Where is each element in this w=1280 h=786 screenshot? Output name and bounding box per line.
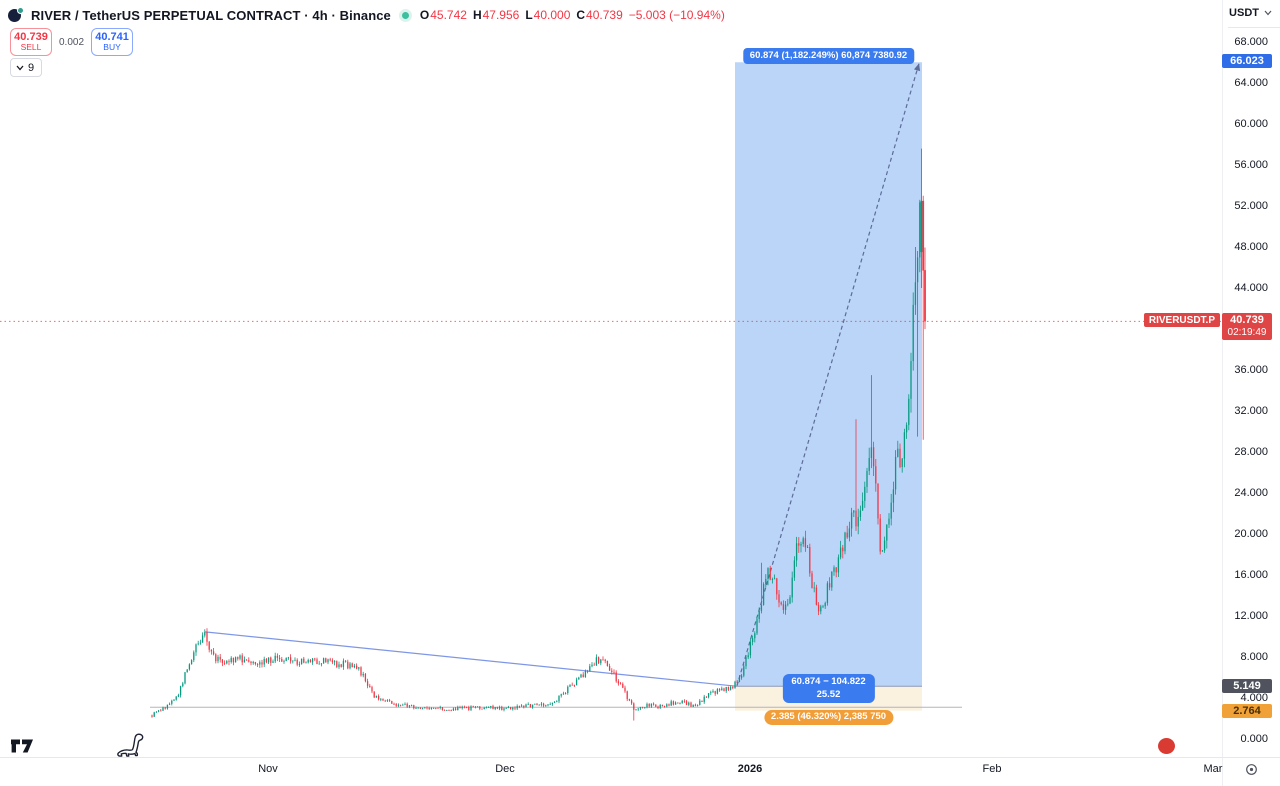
low-label: L [525, 8, 533, 22]
price-tick: 64.000 [1234, 77, 1268, 89]
price-tick: 28.000 [1234, 446, 1268, 458]
sell-label: SELL [20, 42, 42, 53]
position-ratio-pill[interactable]: 60.874 − 104.822 25.52 [782, 674, 875, 703]
price-tick: 44.000 [1234, 282, 1268, 294]
object-count: 9 [28, 61, 35, 74]
buy-price: 40.741 [95, 30, 129, 43]
trade-buttons: 40.739 SELL 0.002 40.741 BUY [10, 28, 134, 56]
position-risk-pill[interactable]: 2.385 (46.320%) 2,385 750 [763, 709, 894, 725]
position-range: 60.874 − 104.822 [791, 676, 866, 688]
close-value: 40.739 [586, 8, 623, 22]
price-tick: 36.000 [1234, 364, 1268, 376]
ohlc-legend: O45.742 H47.956 L40.000 C40.739 −5.003 (… [420, 8, 725, 22]
price-tick: 24.000 [1234, 487, 1268, 499]
price-tick: 48.000 [1234, 241, 1268, 253]
stop-price-label: 2.764 [1222, 703, 1272, 718]
time-tick: Feb [982, 763, 1002, 775]
price-tick: 32.000 [1234, 405, 1268, 417]
currency-label: USDT [1229, 7, 1259, 19]
price-tick: 56.000 [1234, 159, 1268, 171]
price-tick: 12.000 [1234, 610, 1268, 622]
price-axis-separator [1222, 0, 1223, 786]
chevron-down-icon [1264, 10, 1272, 16]
price-tick: 16.000 [1234, 569, 1268, 581]
symbol-header: RIVER / TetherUS PERPETUAL CONTRACT · 4h… [8, 7, 725, 23]
low-value: 40.000 [533, 8, 571, 22]
chart-canvas[interactable] [0, 0, 1222, 757]
position-reward-pill[interactable]: 60.874 (1,182.249%) 60,874 7380.92 [742, 48, 915, 64]
symbol-logo-icon [8, 7, 24, 23]
price-tick: 52.000 [1234, 200, 1268, 212]
target-price-label: 66.023 [1222, 54, 1272, 69]
price-tick: 68.000 [1234, 36, 1268, 48]
sell-button[interactable]: 40.739 SELL [10, 28, 52, 56]
time-axis-separator [0, 757, 1280, 758]
current-price-value: 40.739 [1230, 314, 1264, 327]
open-label: O [419, 8, 430, 22]
buy-button[interactable]: 40.741 BUY [91, 28, 134, 56]
market-status-dot-icon[interactable] [401, 11, 409, 19]
price-tick: 8.000 [1240, 651, 1268, 663]
buy-label: BUY [103, 42, 121, 53]
price-tick: 20.000 [1234, 528, 1268, 540]
price-tick: 60.000 [1234, 118, 1268, 130]
red-dot-drawing[interactable] [1158, 738, 1175, 754]
high-label: H [472, 8, 482, 22]
price-tick: 0.000 [1240, 733, 1268, 745]
time-tick: 2026 [737, 763, 763, 775]
currency-separator [1228, 27, 1280, 28]
current-price-label: 40.739 02:19:49 [1222, 313, 1272, 340]
tradingview-logo[interactable] [10, 738, 34, 759]
high-value: 47.956 [482, 8, 520, 22]
currency-selector[interactable]: USDT [1229, 7, 1272, 19]
time-tick: Mar [1203, 763, 1223, 775]
time-tick: Dec [495, 763, 515, 775]
object-tree-chip[interactable]: 9 [10, 58, 43, 77]
close-label: C [576, 8, 586, 22]
open-value: 45.742 [430, 8, 467, 22]
position-ratio: 25.52 [816, 688, 841, 700]
axis-settings-gear-icon[interactable] [1245, 763, 1258, 781]
bar-countdown: 02:19:49 [1227, 327, 1267, 339]
spread-value: 0.002 [59, 36, 85, 48]
symbol-title[interactable]: RIVER / TetherUS PERPETUAL CONTRACT · 4h… [31, 7, 391, 23]
dinosaur-sticker-icon[interactable] [116, 732, 146, 765]
ticker-tag-label: RIVERUSDT.P [1143, 313, 1220, 328]
sell-price: 40.739 [14, 30, 48, 43]
price-tick: 4.000 [1240, 692, 1268, 704]
time-tick: Nov [258, 763, 278, 775]
change-value: −5.003 (−10.94%) [628, 8, 725, 22]
entry-price-label: 5.149 [1222, 679, 1272, 694]
chevron-down-icon [16, 65, 24, 70]
